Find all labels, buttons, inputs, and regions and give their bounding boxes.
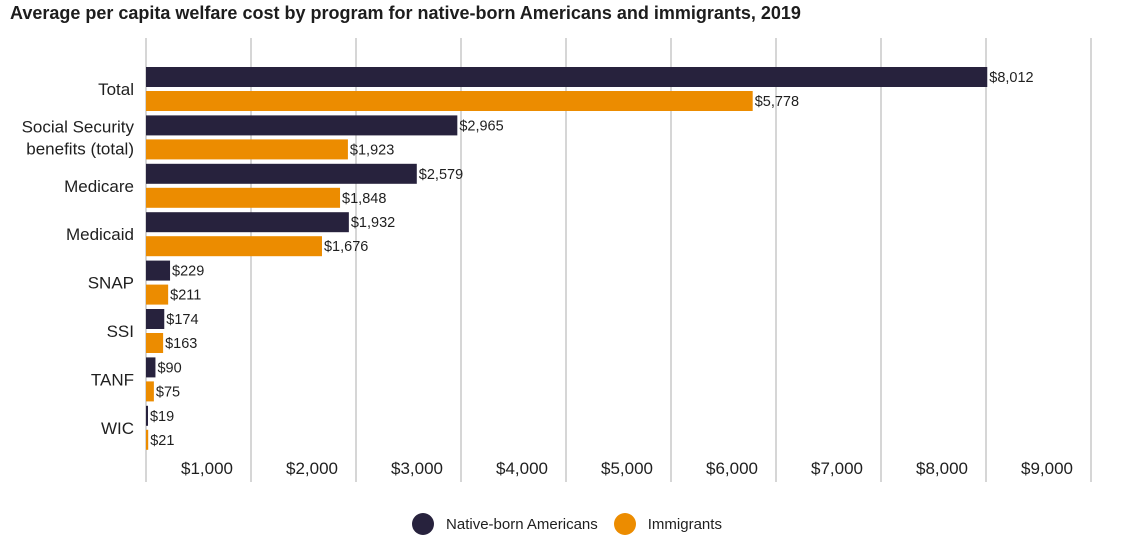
x-tick-label-2000: $2,000	[286, 459, 338, 478]
data-label-immigrants-2: $1,848	[342, 191, 386, 207]
category-label-5: SSI	[107, 322, 134, 341]
chart-title: Average per capita welfare cost by progr…	[10, 3, 801, 23]
legend-swatch-immigrants	[613, 513, 636, 535]
x-tick-label-1000: $1,000	[181, 459, 233, 478]
data-label-immigrants-4: $211	[170, 288, 201, 304]
bar-immigrants-0	[146, 91, 753, 111]
data-label-immigrants-3: $1,676	[324, 239, 368, 255]
bar-native-2	[146, 163, 417, 184]
data-label-native-5: $174	[166, 312, 198, 328]
bar-immigrants-5	[146, 333, 164, 353]
bar-immigrants-2	[146, 187, 341, 208]
chart-legend: Native-born Americans Immigrants	[0, 513, 1134, 535]
data-label-native-4: $229	[172, 264, 204, 280]
data-label-native-6: $90	[157, 360, 181, 376]
data-label-native-7: $19	[150, 409, 174, 425]
bar-native-3	[146, 212, 349, 233]
data-label-immigrants-1: $1,923	[350, 142, 394, 158]
data-label-native-0: $8,012	[989, 70, 1033, 86]
category-label-2: Medicare	[64, 177, 134, 196]
x-tick-label-6000: $6,000	[706, 459, 758, 478]
data-label-native-3: $1,932	[351, 215, 395, 231]
x-tick-label-9000: $9,000	[1021, 459, 1073, 478]
category-label-0: Total	[98, 80, 134, 99]
bar-native-6	[146, 357, 156, 378]
x-tick-label-8000: $8,000	[916, 459, 968, 478]
bar-immigrants-7	[146, 429, 149, 450]
data-label-native-2: $2,579	[419, 167, 463, 183]
legend-swatch-native	[412, 513, 435, 535]
x-tick-label-4000: $4,000	[496, 459, 548, 478]
bar-native-5	[146, 309, 165, 329]
data-label-immigrants-6: $75	[156, 384, 180, 400]
legend-label-native: Native-born Americans	[446, 515, 598, 533]
data-label-immigrants-7: $21	[150, 433, 174, 449]
bar-immigrants-3	[146, 236, 322, 257]
category-label-7: WIC	[101, 419, 134, 438]
bar-native-4	[146, 260, 171, 281]
bar-native-1	[146, 115, 458, 136]
bar-immigrants-4	[146, 284, 169, 305]
x-tick-label-5000: $5,000	[601, 459, 653, 478]
bar-immigrants-6	[146, 381, 154, 402]
category-label-4: SNAP	[88, 274, 134, 293]
bar-native-0	[146, 67, 988, 87]
data-label-immigrants-0: $5,778	[755, 94, 799, 110]
category-label-1-line-1: benefits (total)	[26, 139, 134, 158]
legend-item-immigrants: Immigrants	[613, 513, 722, 535]
x-tick-label-7000: $7,000	[811, 459, 863, 478]
category-label-1-line-0: Social Security	[22, 117, 135, 136]
x-tick-label-3000: $3,000	[391, 459, 443, 478]
bar-immigrants-1	[146, 139, 348, 160]
data-label-native-1: $2,965	[459, 118, 503, 134]
bar-native-7	[146, 405, 148, 426]
legend-label-immigrants: Immigrants	[647, 515, 722, 533]
category-label-6: TANF	[91, 370, 134, 389]
legend-item-native: Native-born Americans	[412, 513, 598, 535]
category-label-3: Medicaid	[66, 225, 134, 244]
data-label-immigrants-5: $163	[165, 336, 197, 352]
